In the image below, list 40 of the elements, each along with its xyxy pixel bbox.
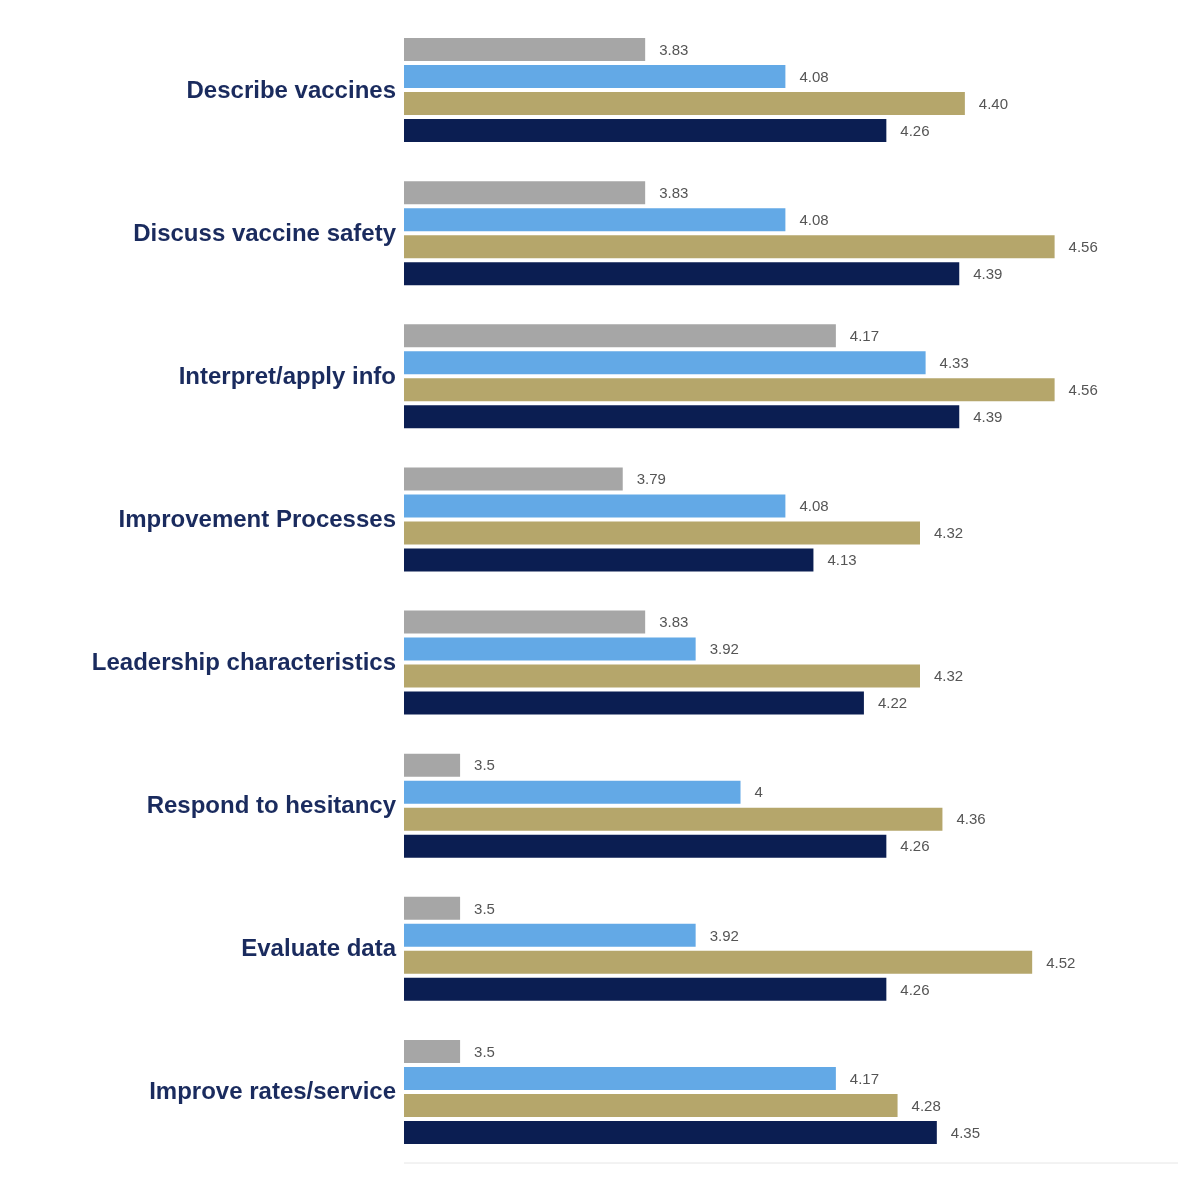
data-label: 4.22 <box>877 694 908 712</box>
y-tick-label: Respond to hesitancy <box>146 791 397 819</box>
data-label: 4.32 <box>934 524 964 542</box>
data-label: 3.92 <box>709 640 739 658</box>
data-label: 3.5 <box>474 756 495 774</box>
data-label: 4.08 <box>799 497 829 515</box>
data-label: 4.17 <box>849 327 880 345</box>
data-label: 3.83 <box>659 183 689 201</box>
data-label: 3.83 <box>659 40 689 58</box>
data-label: 4.36 <box>956 810 986 828</box>
data-label: 4.28 <box>911 1096 941 1114</box>
data-label: 4.17 <box>849 1069 880 1087</box>
data-label: 4.52 <box>1046 953 1076 971</box>
data-label: 3.5 <box>474 1042 495 1060</box>
y-tick-label: Improve rates/service <box>149 1077 396 1105</box>
data-label: 4.56 <box>1068 237 1098 255</box>
data-label: 4.40 <box>978 94 1009 112</box>
data-label: 3.92 <box>709 926 739 944</box>
data-label: 3.83 <box>659 613 689 631</box>
data-label: 4.39 <box>973 408 1003 426</box>
data-label: 4.08 <box>799 210 829 228</box>
y-tick-label: Interpret/apply info <box>178 361 396 389</box>
data-label: 4.33 <box>939 354 969 372</box>
y-tick-label: Evaluate data <box>241 934 397 962</box>
y-tick-label: Improvement Processes <box>118 504 396 532</box>
data-label: 4.08 <box>799 67 829 85</box>
data-label: 4.35 <box>950 1123 981 1141</box>
data-label: 3.79 <box>636 470 666 488</box>
data-label: 4.26 <box>900 121 930 139</box>
data-label: 3.5 <box>474 899 495 917</box>
y-tick-label: Describe vaccines <box>186 75 396 103</box>
data-label: 4.56 <box>1068 381 1098 399</box>
data-label: 4.39 <box>973 264 1003 282</box>
data-label: 4.32 <box>934 667 964 685</box>
y-tick-label: Discuss vaccine safety <box>133 218 397 246</box>
data-label: 4.26 <box>900 837 930 855</box>
y-tick-label: Leadership characteristics <box>91 648 396 676</box>
data-label: 4.26 <box>900 980 930 998</box>
data-label: 4 <box>754 783 763 801</box>
data-label: 4.13 <box>827 551 857 569</box>
